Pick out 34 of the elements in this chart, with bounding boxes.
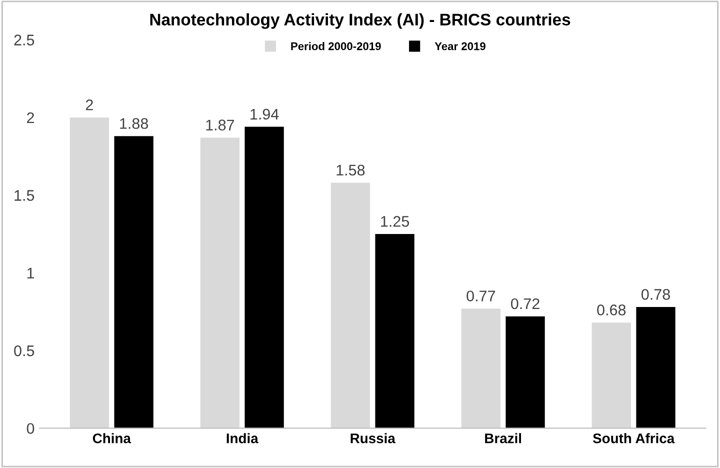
- data-label: 2: [86, 99, 93, 110]
- y-tick-label: 1: [27, 268, 34, 278]
- x-tick-label: South Africa: [592, 433, 675, 444]
- bar: [244, 126, 284, 428]
- data-label: 1.94: [250, 108, 279, 120]
- data-label: 1.58: [336, 164, 365, 176]
- bar: [461, 308, 500, 428]
- data-label: 0.78: [641, 289, 670, 300]
- bar: [200, 138, 240, 428]
- data-label: 0.77: [466, 290, 496, 302]
- data-label: 1.88: [120, 118, 148, 129]
- bar: [114, 136, 154, 428]
- bar: [375, 234, 414, 428]
- y-tick-label: 0.5: [14, 345, 34, 356]
- bar: [330, 182, 370, 428]
- y-tick-label: 2.5: [14, 34, 34, 46]
- y-tick-label: 0: [26, 423, 34, 434]
- legend-label: Period 2000-2019: [291, 42, 381, 50]
- bar: [636, 307, 676, 428]
- bar: [592, 322, 631, 428]
- bar: [506, 316, 545, 428]
- bar: [70, 117, 110, 428]
- y-tick-label: 1.5: [14, 190, 34, 201]
- data-label: 1.87: [206, 120, 234, 130]
- x-tick-label: China: [92, 433, 132, 444]
- chart-title: Nanotechnology Activity Index (AI) - BRICS countries: [150, 13, 570, 29]
- data-label: 0.68: [597, 304, 626, 316]
- x-tick-label: India: [226, 433, 258, 444]
- x-tick-label: Russia: [350, 433, 396, 444]
- legend-label: Year 2019: [434, 42, 486, 50]
- y-tick-label: 2: [27, 112, 34, 124]
- x-tick-label: Brazil: [485, 433, 522, 444]
- data-label: 1.25: [381, 216, 410, 227]
- data-label: 0.72: [511, 298, 540, 310]
